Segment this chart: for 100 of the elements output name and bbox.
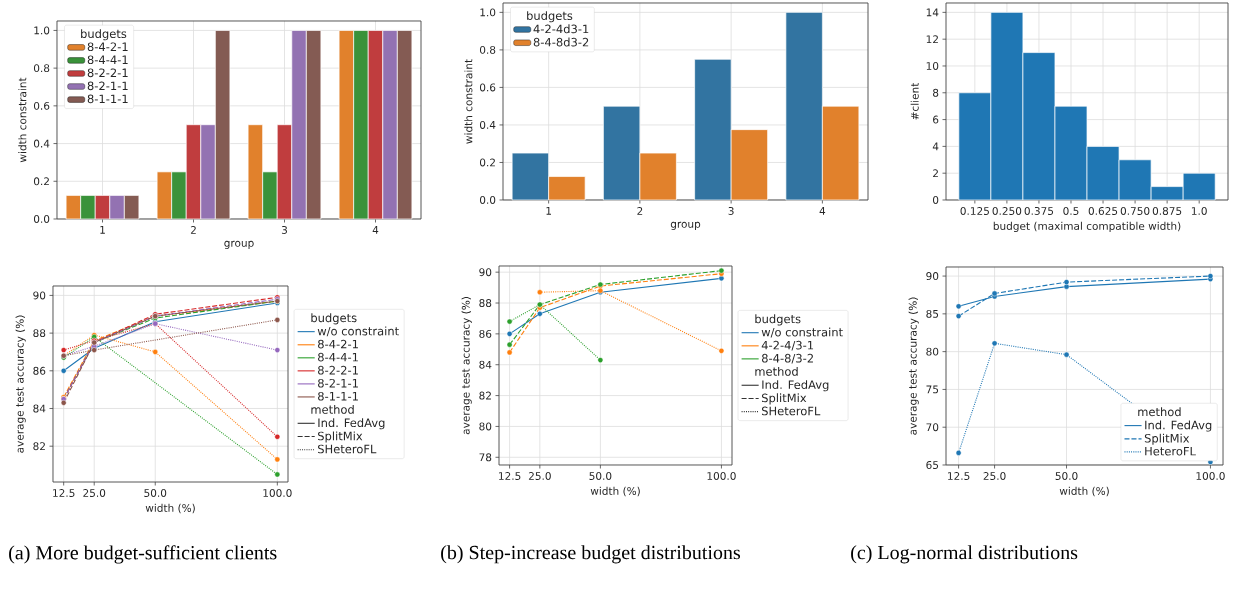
y-tick-label: 1.0 — [34, 26, 50, 35]
y-tick-label: 1.0 — [480, 8, 496, 17]
y-axis-title: #client — [910, 82, 919, 120]
x-axis-title: width (%) — [1059, 486, 1109, 497]
y-tick-label: 0 — [932, 196, 939, 204]
x-tick-label: 3 — [728, 207, 734, 215]
y-tick-label: 82 — [33, 442, 45, 451]
x-tick-label: 25.0 — [983, 472, 1006, 480]
x-tick-label: 50.0 — [589, 472, 612, 480]
y-axis-title: width constraint — [464, 59, 473, 144]
x-tick-label: 25.0 — [83, 489, 106, 497]
x-axis-title: width (%) — [590, 486, 640, 497]
legend-label: 4-2-4/3-1 — [761, 340, 814, 351]
y-tick-label: 0.2 — [33, 177, 49, 186]
y-tick-label: 86 — [33, 366, 46, 375]
y-tick-label: 12 — [926, 35, 938, 44]
x-tick-label: 100.0 — [1196, 472, 1225, 480]
legend-label: SplitMix — [1144, 433, 1190, 445]
y-tick-label: 0.8 — [479, 45, 496, 54]
x-tick-label: 50.0 — [144, 489, 167, 497]
y-tick-label: 2 — [933, 169, 938, 178]
x-tick-label: 0.250 — [992, 207, 1022, 215]
y-tick-label: 0.4 — [479, 120, 496, 129]
x-tick-label: 0.750 — [1120, 207, 1150, 215]
legend-label: w/o constraint — [317, 326, 399, 337]
x-tick-label: 2 — [637, 207, 643, 215]
y-tick-label: 0.2 — [479, 158, 495, 167]
y-tick-label: 0.6 — [33, 101, 50, 110]
x-tick-label: 100.0 — [263, 489, 292, 497]
y-tick-label: 84 — [33, 404, 46, 413]
legend-label: 8-4-8/3-2 — [761, 353, 813, 364]
y-tick-label: 84 — [479, 360, 492, 369]
legend-label: Ind. FedAvg — [762, 380, 829, 392]
y-tick-label: 90 — [33, 291, 46, 300]
x-axis-title: group — [224, 240, 254, 249]
x-axis-title: budget (maximal compatible width) — [993, 221, 1181, 232]
y-axis-title: average test accuracy (%) — [15, 315, 26, 453]
x-tick-label: 1 — [546, 207, 551, 215]
x-tick-label: 4 — [372, 226, 379, 234]
x-axis-title: width (%) — [145, 503, 195, 514]
legend-label: 8-4-8d3-2 — [533, 37, 589, 47]
y-tick-label: 86 — [479, 329, 492, 338]
legend-title: budgets — [527, 11, 573, 23]
y-axis-title: average test accuracy (%) — [461, 297, 472, 435]
y-tick-label: 88 — [33, 329, 46, 338]
x-axis-title: group — [670, 221, 701, 230]
text: (c) Log-normal distributions — [851, 545, 1078, 564]
x-tick-label: 25.0 — [528, 472, 551, 480]
text: (a) More budget-sufficient clients — [9, 545, 277, 564]
y-tick-label: 80 — [479, 422, 492, 431]
legend-title: budgets — [755, 314, 801, 326]
legend-label: HeteroFL — [1145, 446, 1196, 456]
legend-label: 8-1-1-1 — [318, 391, 358, 401]
legend-label: 8-4-2-1 — [87, 42, 128, 52]
y-tick-label: 75 — [926, 385, 939, 394]
x-tick-label: 0.125 — [960, 207, 989, 215]
text: method — [755, 366, 798, 376]
y-tick-label: 6 — [933, 115, 939, 124]
y-tick-label: 0.0 — [479, 196, 496, 204]
y-tick-label: 70 — [926, 423, 939, 432]
y-tick-label: 10 — [926, 62, 939, 70]
legend-label: 8-4-4-1 — [318, 352, 358, 362]
y-axis-title: width constraint — [18, 77, 27, 163]
y-tick-label: 85 — [926, 309, 939, 318]
y-tick-label: 88 — [479, 299, 492, 307]
x-tick-label: 4 — [819, 207, 826, 215]
text: (b) Step-increase budget distributions — [441, 545, 741, 564]
legend-label: 8-2-1-1 — [318, 378, 358, 388]
y-tick-label: 14 — [926, 8, 939, 17]
y-tick-label: 90 — [926, 272, 939, 281]
legend-label: w/o constraint — [761, 327, 843, 338]
legend-label: 8-2-2-1 — [87, 68, 128, 78]
x-tick-label: 1 — [100, 226, 105, 234]
legend-label: Ind. FedAvg — [1145, 420, 1212, 432]
y-tick-label: 90 — [479, 268, 492, 277]
x-tick-label: 2 — [190, 226, 196, 234]
legend-label: 8-1-1-1 — [87, 94, 128, 104]
x-tick-label: 3 — [281, 226, 287, 234]
legend-label: SHeteroFL — [318, 444, 377, 454]
legend-title: budgets — [81, 29, 127, 41]
y-tick-label: 0.0 — [33, 215, 50, 223]
legend-label: 8-2-2-1 — [318, 365, 358, 375]
x-tick-label: 0.5 — [1063, 207, 1079, 215]
legend-title: method — [1138, 407, 1181, 417]
x-tick-label: 12.5 — [948, 472, 970, 480]
legend-title: budgets — [311, 313, 357, 325]
y-tick-label: 0.8 — [33, 64, 50, 73]
legend-label: Ind. FedAvg — [318, 418, 385, 430]
y-tick-label: 78 — [479, 453, 492, 462]
y-tick-label: 82 — [479, 391, 491, 400]
y-tick-label: 8 — [933, 88, 939, 97]
y-tick-label: 80 — [926, 347, 939, 356]
y-tick-label: 65 — [926, 461, 939, 469]
y-tick-label: 0.6 — [479, 83, 496, 92]
x-tick-label: 12.5 — [499, 472, 521, 480]
text: method — [311, 404, 354, 414]
x-tick-label: 100.0 — [707, 472, 736, 480]
legend-label: 8-4-2-1 — [318, 339, 358, 349]
legend-label: 8-4-4-1 — [87, 55, 128, 65]
legend-label: SHeteroFL — [761, 406, 821, 416]
